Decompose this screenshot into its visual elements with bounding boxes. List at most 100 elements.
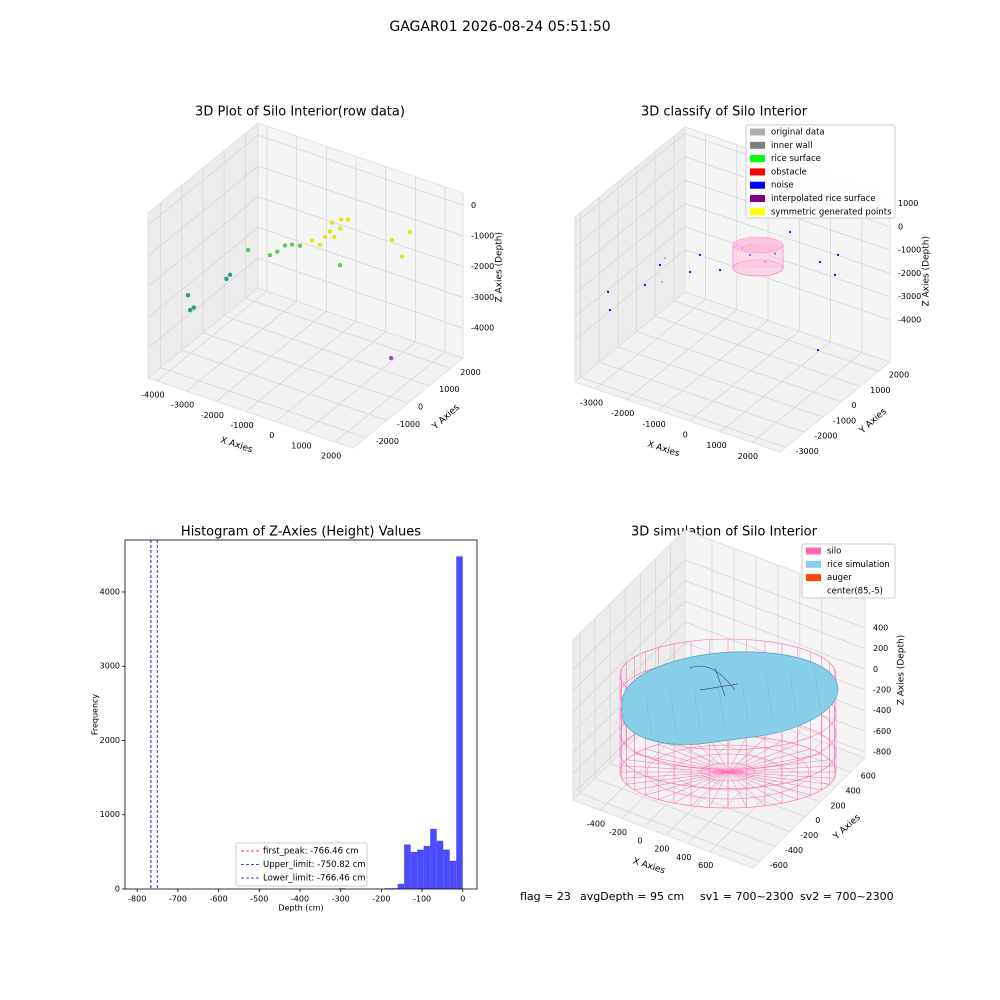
legend-label: original data: [771, 128, 825, 138]
x-tick-label: -400: [587, 820, 605, 829]
x-tick-label: -600: [210, 895, 228, 904]
x-tick-label: 600: [698, 861, 713, 870]
grid-line: [579, 792, 760, 862]
x-tick-label: -800: [128, 895, 146, 904]
y-tick-label: -600: [770, 861, 788, 870]
grid-line: [574, 203, 686, 294]
point: [185, 292, 191, 298]
y-tick-label: 2000: [889, 371, 909, 380]
legend-swatch: [806, 574, 821, 582]
point: [337, 226, 343, 231]
x-tick-label: -4000: [141, 391, 164, 400]
point: [332, 234, 337, 240]
grid-line: [574, 156, 686, 248]
grid-line: [574, 249, 686, 341]
silo-wire: [646, 744, 810, 800]
legend-swatch: [806, 587, 821, 595]
point: [309, 238, 315, 243]
x-tick-label: -500: [250, 895, 268, 904]
grid-line: [257, 227, 464, 298]
grid-line: [720, 341, 831, 433]
point: [698, 253, 701, 257]
rice-ridge: [689, 665, 739, 697]
z-tick-label: 0: [471, 201, 476, 210]
point: [282, 243, 288, 248]
point: [606, 290, 610, 293]
z-tick-label: 0: [873, 665, 878, 674]
point: [337, 262, 343, 268]
bar: [430, 828, 437, 889]
grid-line: [684, 559, 866, 629]
x-tick-label: 0: [269, 431, 274, 440]
bar: [449, 860, 457, 889]
x-tick-label: -100: [413, 895, 431, 904]
grid-line: [160, 367, 366, 438]
x-tick-label: 2000: [321, 451, 341, 460]
grid-line: [751, 352, 863, 443]
y-tick-label: 4000: [100, 587, 120, 596]
x-tick-label: -2000: [611, 409, 634, 418]
grid-line: [657, 320, 769, 411]
x-tick-label: 200: [654, 845, 669, 854]
legend-swatch: [750, 168, 765, 176]
pane-left: [574, 125, 686, 384]
legend-box: [235, 842, 368, 887]
grid-line: [257, 196, 464, 268]
point: [608, 308, 612, 312]
point: [399, 254, 405, 259]
y-tick-label: 600: [861, 772, 876, 781]
plot-frame: [124, 539, 478, 890]
bar: [456, 556, 463, 889]
grid-line: [684, 580, 866, 650]
z-tick-label: -800: [873, 748, 891, 757]
bar: [417, 849, 424, 889]
point: [818, 260, 822, 264]
grid-line: [257, 257, 464, 329]
point: [322, 234, 328, 240]
z-tick-label: -4000: [898, 315, 921, 324]
grid-line: [617, 346, 824, 418]
y-tick-label: -200: [800, 831, 818, 840]
point: [327, 229, 333, 234]
y-tick-label: -400: [785, 846, 803, 855]
grid-line: [574, 179, 686, 271]
grid-line: [257, 165, 464, 237]
chart-title: 3D classify of Silo Interior: [641, 105, 808, 120]
z-tick-label: -600: [873, 727, 891, 736]
y-tick-label: 0: [115, 885, 120, 894]
z-tick-label: -200: [873, 685, 891, 694]
z-tick-label: -4000: [471, 324, 494, 333]
point: [338, 217, 344, 222]
z-axis-label: Z Axies (Depth): [495, 232, 505, 303]
legend-swatch: [750, 208, 765, 216]
chart-title: 3D Plot of Silo Interior(row data): [195, 105, 405, 120]
z-tick-label: -2000: [471, 262, 494, 271]
grid-line: [626, 309, 738, 400]
point: [643, 283, 647, 287]
grid-line: [147, 227, 259, 318]
point: [317, 242, 323, 247]
legend-swatch: [750, 155, 765, 163]
z-axis-label: Z Axies (Depth): [897, 635, 907, 706]
y-tick-label: 400: [845, 786, 860, 795]
silo-wire: [700, 762, 756, 782]
x-tick-label: 0: [683, 431, 688, 440]
z-tick-label: 200: [873, 644, 888, 653]
grid-line: [684, 249, 891, 321]
x-tick-label: -200: [609, 828, 627, 837]
silo-wire: [673, 753, 783, 791]
z-tick-label: -1000: [471, 232, 494, 241]
y-tick-label: 0: [815, 816, 820, 825]
annotation: sv2 = 700~2300: [800, 890, 894, 903]
point: [191, 305, 196, 310]
annotation: flag = 23: [520, 890, 571, 903]
rice-mesh: [765, 675, 773, 717]
legend-label: Upper_limit: -750.82 cm: [263, 860, 366, 870]
grid-line: [594, 778, 776, 847]
legend-label: silo: [827, 547, 841, 557]
legend-label: noise: [771, 181, 794, 191]
annotation: avgDepth = 95 cm: [580, 890, 684, 903]
point: [663, 256, 667, 260]
point: [297, 243, 303, 248]
